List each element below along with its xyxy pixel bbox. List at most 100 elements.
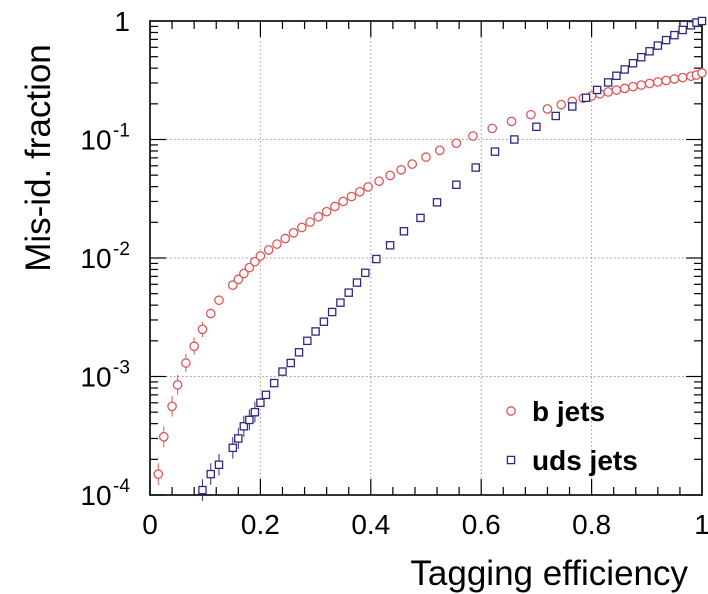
data-point-b-jets [468, 131, 478, 141]
legend-marker-square [506, 455, 516, 465]
data-point-b-jets [305, 217, 315, 227]
data-point-uds-jets [697, 16, 707, 26]
data-point-b-jets [396, 164, 407, 175]
data-point-uds-jets [286, 358, 296, 368]
x-axis-title: Tagging efficiency [410, 554, 688, 593]
data-point-uds-jets [206, 469, 215, 479]
data-point-uds-jets [261, 390, 271, 400]
data-point-uds-jets [653, 41, 663, 50]
data-point-b-jets [167, 401, 177, 412]
y-tick-label: 10 -4 [80, 476, 130, 511]
data-point-b-jets [205, 308, 216, 319]
data-point-b-jets [628, 81, 638, 92]
data-point-b-jets [227, 280, 238, 291]
data-point-b-jets [238, 268, 249, 279]
data-point-b-jets [330, 201, 340, 212]
data-point-b-jets [506, 116, 517, 127]
x-tick-label: 0.4 [351, 509, 390, 540]
legend-marker-circle [506, 406, 516, 416]
y-tick-label-exponent: -3 [113, 358, 130, 379]
data-point-b-jets [197, 324, 208, 335]
data-point-uds-jets [416, 213, 425, 223]
data-point-b-jets [172, 380, 183, 390]
data-point-b-jets [346, 191, 357, 202]
data-point-b-jets [611, 85, 622, 95]
data-point-b-jets [603, 87, 614, 97]
data-point-b-jets [542, 104, 553, 114]
x-tick-label: 0.8 [572, 509, 611, 540]
data-point-b-jets [421, 152, 431, 162]
y-tick-label-exponent: -2 [113, 239, 130, 260]
data-point-uds-jets [637, 52, 646, 62]
data-point-b-jets [250, 256, 260, 267]
y-tick-label-base: 1 [114, 6, 130, 37]
data-point-b-jets [354, 186, 365, 197]
data-point-uds-jets [568, 102, 577, 111]
data-point-uds-jets [661, 35, 671, 45]
data-point-uds-jets [592, 85, 602, 95]
data-point-uds-jets [250, 407, 260, 417]
legend-label: b jets [532, 396, 605, 427]
data-point-uds-jets [278, 367, 287, 376]
data-point-uds-jets [452, 180, 461, 190]
data-point-uds-jets [214, 460, 224, 470]
data-point-uds-jets [361, 268, 370, 278]
data-point-uds-jets [256, 398, 265, 408]
data-point-b-jets [697, 68, 707, 78]
data-point-uds-jets [228, 443, 238, 453]
data-point-uds-jets [620, 65, 629, 74]
y-tick-label: 1 [114, 6, 130, 37]
data-point-uds-jets [385, 241, 395, 250]
data-point-b-jets [644, 78, 655, 89]
data-point-b-jets [189, 341, 200, 352]
axis-ticks [149, 21, 703, 496]
x-tick-label: 1 [694, 509, 708, 540]
x-tick-label: 0 [142, 509, 158, 540]
series-layer [153, 16, 707, 501]
data-point-uds-jets [303, 336, 312, 346]
data-point-uds-jets [352, 278, 362, 287]
data-point-b-jets [313, 211, 324, 222]
data-point-b-jets [636, 80, 647, 90]
data-point-uds-jets [234, 434, 243, 443]
series-b-jets [153, 68, 707, 485]
data-point-b-jets [263, 245, 274, 255]
data-point-uds-jets [336, 298, 345, 307]
data-point-b-jets [374, 176, 384, 187]
y-tick-label-base: 10 [80, 480, 111, 511]
data-point-b-jets [255, 251, 266, 261]
data-point-uds-jets [239, 422, 249, 431]
data-point-uds-jets [327, 307, 337, 317]
x-tick-labels: 0 0.2 0.4 0.6 0.8 1 [142, 509, 708, 540]
y-tick-label-exponent: -4 [113, 476, 130, 497]
data-point-uds-jets [344, 288, 353, 297]
data-point-uds-jets [628, 59, 638, 68]
x-tick-label: 0.2 [241, 509, 280, 540]
y-tick-label-base: 10 [80, 243, 111, 274]
data-point-b-jets [407, 159, 418, 169]
data-point-b-jets [233, 274, 244, 285]
data-point-b-jets [385, 170, 395, 181]
data-point-uds-jets [551, 111, 560, 121]
data-point-b-jets [677, 72, 688, 83]
y-axis-title: Mis-id. fraction [19, 44, 58, 272]
data-point-uds-jets [432, 198, 442, 207]
y-tick-label: 10 -3 [80, 358, 129, 393]
data-point-uds-jets [319, 317, 329, 326]
data-point-b-jets [272, 239, 282, 249]
data-point-b-jets [652, 77, 663, 87]
legend: b jets uds jets [506, 396, 638, 476]
y-tick-label: 10 -2 [80, 239, 129, 274]
data-point-b-jets [661, 75, 671, 86]
legend-entry-b-jets: b jets [506, 396, 605, 427]
data-point-b-jets [321, 206, 332, 217]
data-point-b-jets [526, 109, 536, 120]
data-point-uds-jets [670, 30, 679, 40]
data-point-uds-jets [311, 327, 320, 336]
data-point-uds-jets [269, 378, 279, 388]
data-point-uds-jets [399, 227, 409, 236]
data-point-b-jets [434, 145, 445, 156]
data-point-b-jets [181, 358, 191, 368]
data-point-uds-jets [612, 71, 621, 81]
